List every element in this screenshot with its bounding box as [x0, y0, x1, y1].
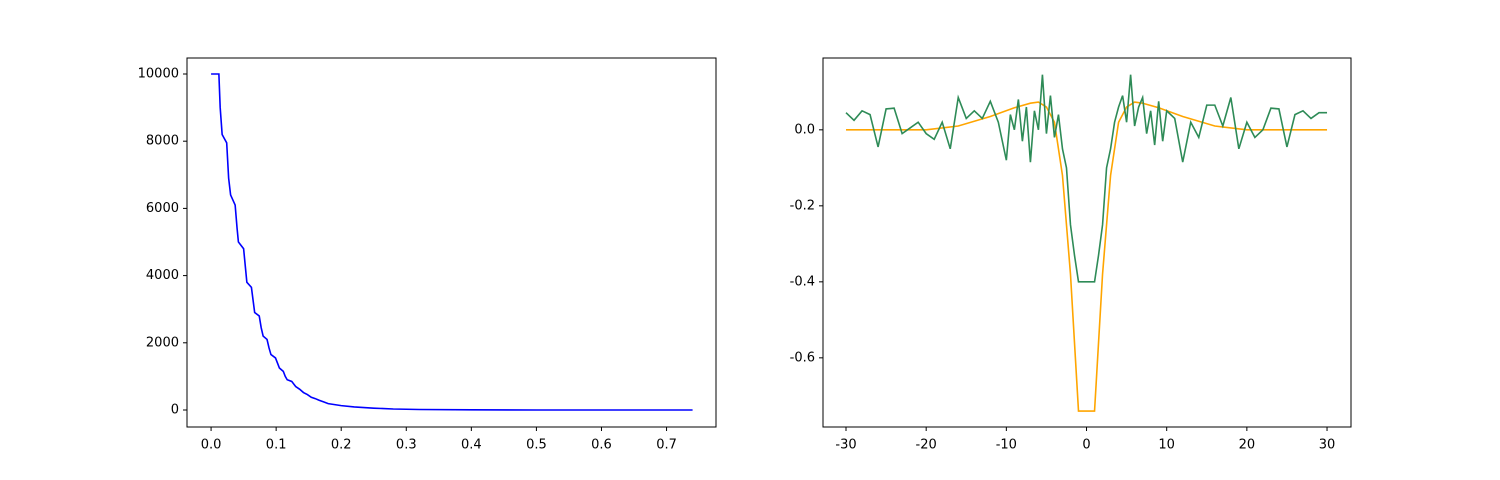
y-tick-label: -0.4 — [790, 274, 815, 289]
y-tick-label: 0 — [171, 402, 179, 417]
x-tick-label: 10 — [1158, 438, 1175, 453]
axes-frame — [822, 57, 1352, 428]
y-tick-label: 10000 — [138, 66, 179, 81]
x-tick-label: 20 — [1239, 438, 1256, 453]
x-tick-label: 0.2 — [331, 438, 352, 453]
subplot: 0.0 0.1 0.2 0.3 0.4 0.5 0.6 0.7 0 2000 4000 6000 800… — [138, 57, 717, 453]
y-tick-label: 8000 — [146, 134, 179, 149]
x-tick-label: -10 — [996, 438, 1017, 453]
y-tick-label: -0.6 — [790, 350, 815, 365]
data-line — [846, 101, 1328, 412]
subplot: -30 -20 -10 0 10 20 30 -0.6 -0.4 -0.2 0.0 — [790, 57, 1352, 453]
data-line — [845, 74, 1328, 283]
x-tick-label: -30 — [835, 438, 856, 453]
x-tick-label: 0.0 — [201, 438, 222, 453]
y-tick-label: -0.2 — [790, 198, 815, 213]
x-tick-label: 0.7 — [656, 438, 677, 453]
y-tick-label: 4000 — [146, 268, 179, 283]
x-tick-label: 0 — [1082, 438, 1090, 453]
x-tick-label: 30 — [1319, 438, 1336, 453]
axes-frame — [186, 57, 717, 428]
x-tick-label: 0.1 — [266, 438, 287, 453]
data-line — [211, 73, 693, 411]
y-tick-label: 0.0 — [794, 122, 815, 137]
y-tick-label: 2000 — [146, 335, 179, 350]
x-tick-label: 0.4 — [461, 438, 482, 453]
y-tick-label: 6000 — [146, 201, 179, 216]
x-tick-label: 0.3 — [396, 438, 417, 453]
x-tick-label: 0.6 — [591, 438, 612, 453]
x-tick-label: 0.5 — [526, 438, 547, 453]
x-tick-label: -20 — [916, 438, 937, 453]
